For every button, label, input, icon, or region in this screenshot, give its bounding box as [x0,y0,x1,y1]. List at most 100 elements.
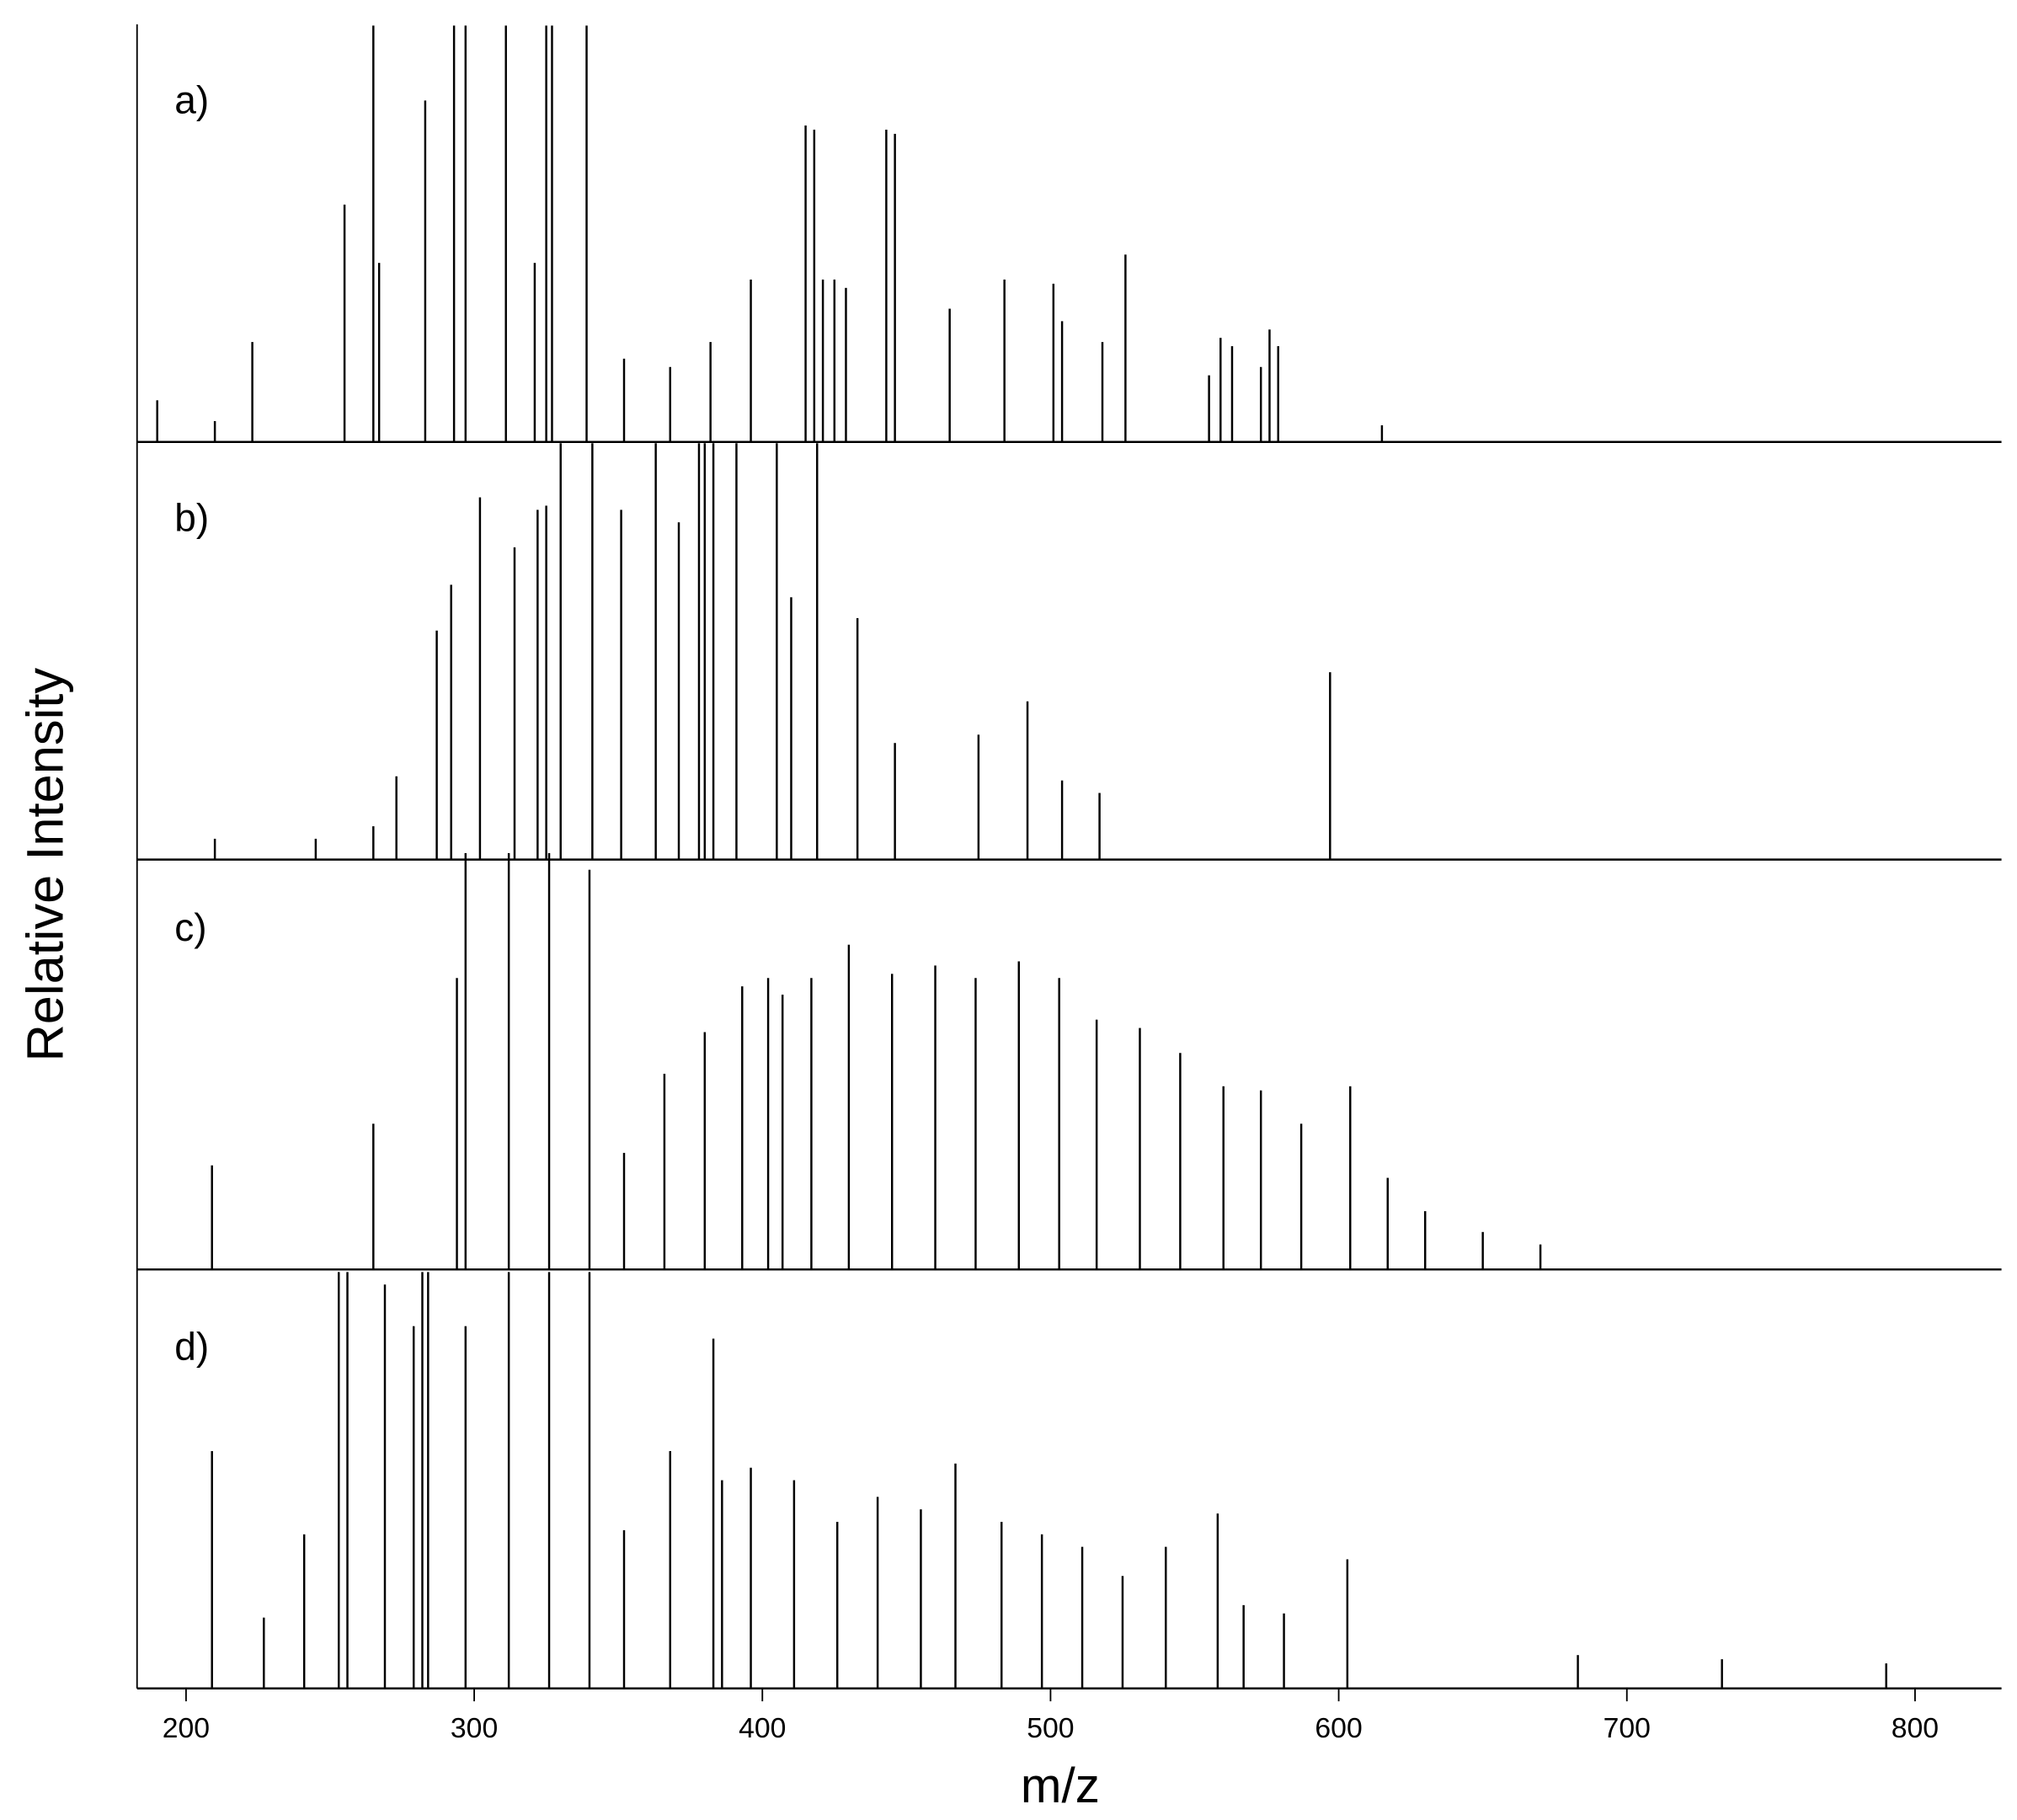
peak [452,25,456,442]
peak [1259,366,1262,442]
peak [1277,346,1279,442]
peak [750,279,752,442]
panel-label: c) [174,905,206,949]
x-tick-label: 400 [739,1712,786,1744]
peak [890,974,894,1270]
peak [395,776,398,860]
peak [712,1338,715,1689]
peak [804,125,807,442]
peak [750,1467,752,1689]
peak [721,1480,723,1689]
peak [1179,1053,1182,1270]
peak [741,986,744,1270]
peak [856,617,859,860]
peak [876,1497,879,1689]
peak [934,965,936,1270]
peak [1259,1090,1262,1270]
x-tick-label: 300 [451,1712,498,1744]
peak [669,1450,671,1689]
peak [377,263,381,442]
peak [781,995,784,1270]
peak [833,279,836,442]
peak [810,978,813,1270]
peak [1060,321,1064,442]
peak [156,400,158,442]
peak [1386,1177,1389,1270]
peak [1052,283,1055,442]
peak [792,1480,796,1689]
peak [585,25,588,442]
peak [1219,338,1222,442]
peak [1424,1211,1427,1270]
peak [421,1272,424,1689]
peak [1121,1576,1124,1689]
peak [766,978,770,1270]
peak [894,743,896,860]
peak [712,443,715,860]
peak [954,1463,957,1689]
peak [302,1534,306,1689]
peak [1026,701,1029,860]
peak [1230,346,1234,442]
peak [1577,1655,1579,1689]
peak [735,443,738,860]
peak [1003,279,1006,442]
peak [845,287,847,442]
peak [663,1073,666,1270]
peak [547,852,551,1270]
peak [948,308,951,442]
peak [591,443,594,860]
peak [1060,780,1064,860]
peak [424,100,427,442]
peak [1349,1086,1352,1270]
peak [1098,793,1101,860]
peak [1081,1546,1084,1689]
peak [1299,1123,1303,1270]
peak [251,342,253,442]
peak [338,1272,340,1689]
peak [1539,1244,1542,1270]
panel-label: d) [174,1325,209,1369]
peak [1017,961,1021,1270]
peak [1000,1521,1003,1689]
peak [776,443,778,860]
peak [372,25,375,442]
peak [478,497,482,860]
peak [1481,1231,1484,1270]
peak [343,204,346,442]
peak [697,443,701,860]
peak [703,1032,707,1270]
peak [1380,424,1384,442]
peak [1208,375,1210,442]
peak [211,1450,213,1689]
peak [847,944,851,1270]
peak [677,522,680,860]
peak [1216,1513,1219,1689]
peak [790,597,792,860]
peak [1346,1559,1349,1689]
y-axis-label: Relative Intensity [17,668,75,1062]
peak [547,1272,551,1689]
peak [622,358,626,442]
peak [588,869,591,1270]
peak [977,734,980,860]
peak [1721,1659,1723,1689]
peak [464,25,467,442]
peak [464,852,467,1270]
peak [507,1272,510,1689]
peak [974,978,977,1270]
peak [620,510,622,860]
x-tick-label: 500 [1027,1712,1074,1744]
peak [513,547,516,860]
peak [1101,342,1104,442]
x-tick-label: 200 [163,1712,210,1744]
peak [545,25,547,442]
peak [263,1617,265,1689]
peak [1095,1019,1098,1270]
peak [559,443,562,860]
peak [588,1272,591,1689]
peak [654,443,657,860]
peak [383,1284,387,1689]
peak [816,443,819,860]
